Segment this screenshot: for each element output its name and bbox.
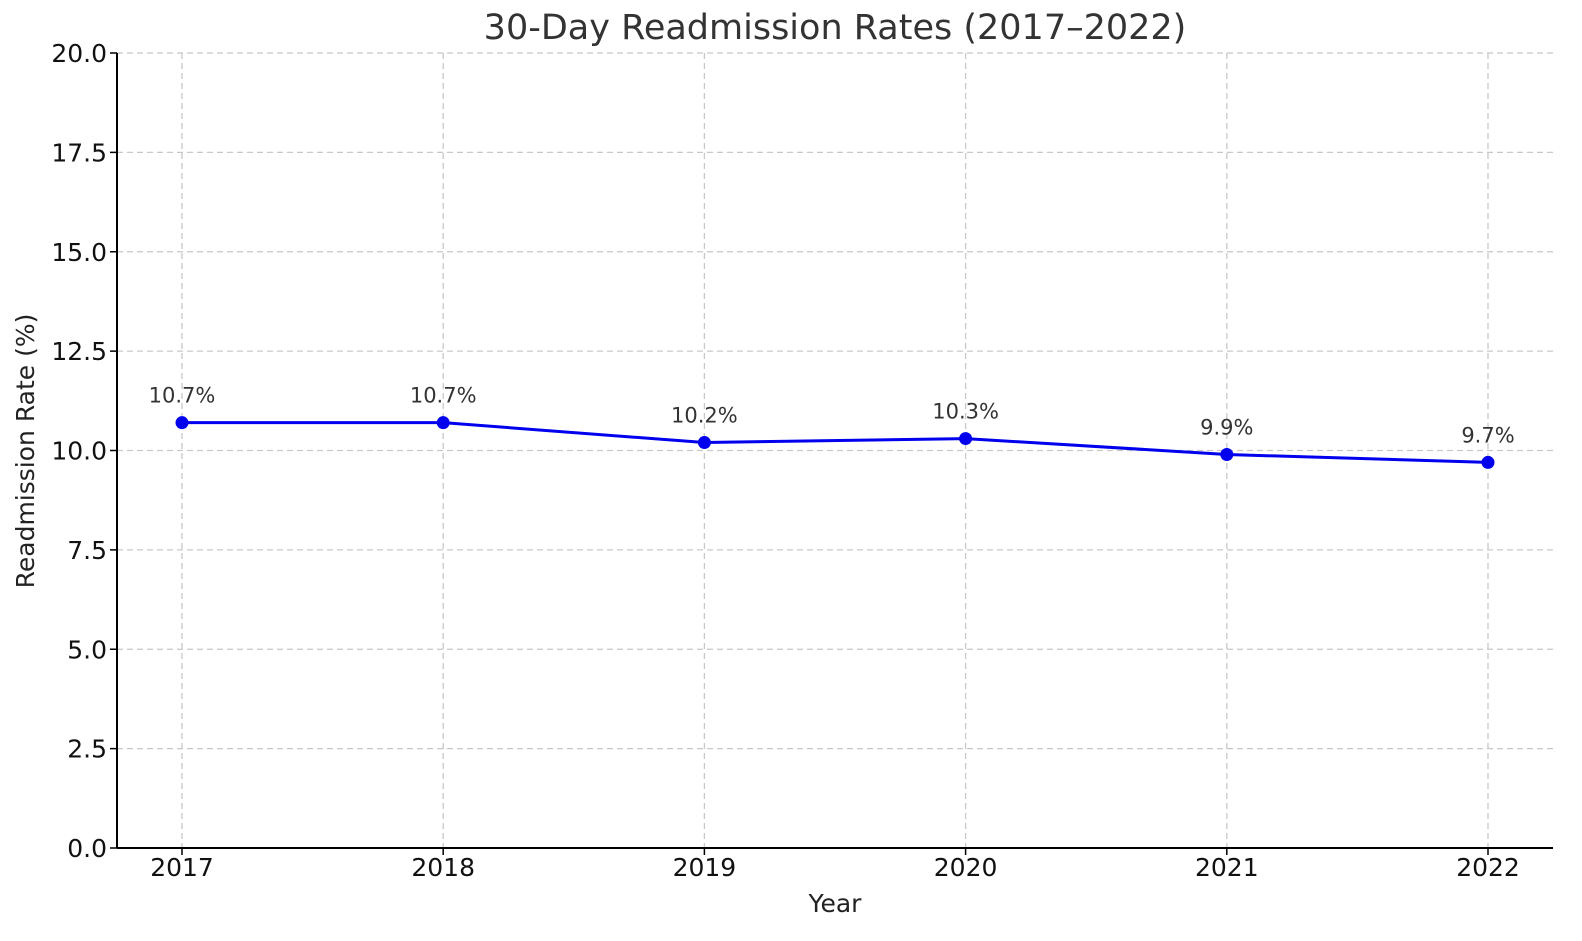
data-point [175,416,189,430]
chart-title: 30-Day Readmission Rates (2017–2022) [484,8,1187,48]
series-layer [175,416,1495,469]
data-label: 9.7% [1461,423,1514,447]
y-tick-label: 10.0 [51,437,107,466]
y-tick-label: 17.5 [51,138,107,167]
y-tick-label: 12.5 [51,337,107,366]
x-axis-title: Year [808,889,863,918]
x-tick-label: 2022 [1456,853,1520,882]
y-tick-label: 7.5 [67,536,107,565]
y-tick-label: 2.5 [67,735,107,764]
data-label: 10.7% [149,384,216,408]
data-labels-layer: 10.7% 10.7% 10.2% 10.3% 9.9% 9.7% [149,384,1515,448]
data-point [1481,455,1495,469]
data-label: 10.7% [410,384,477,408]
data-label: 10.3% [932,400,999,424]
x-tick-label: 2021 [1195,853,1259,882]
series-line [182,421,1489,464]
data-point [959,432,973,446]
y-tick-label: 5.0 [67,635,107,664]
grid-layer [117,52,1553,849]
y-tick-label: 0.0 [67,834,107,863]
ticks-layer: 0.0 2.5 5.0 7.5 10.0 12.5 15.0 17.5 20.0 2017 2018… [51,39,1519,882]
data-point [436,416,450,430]
data-point [697,436,711,450]
y-axis-title: Readmission Rate (%) [11,314,40,589]
y-tick-label: 15.0 [51,238,107,267]
x-tick-label: 2018 [411,853,475,882]
x-tick-label: 2017 [150,853,214,882]
y-tick-label: 20.0 [51,39,107,68]
data-label: 10.2% [671,404,738,428]
x-tick-label: 2020 [934,853,998,882]
data-point [1220,447,1234,461]
x-tick-label: 2019 [673,853,737,882]
data-label: 9.9% [1200,415,1253,439]
